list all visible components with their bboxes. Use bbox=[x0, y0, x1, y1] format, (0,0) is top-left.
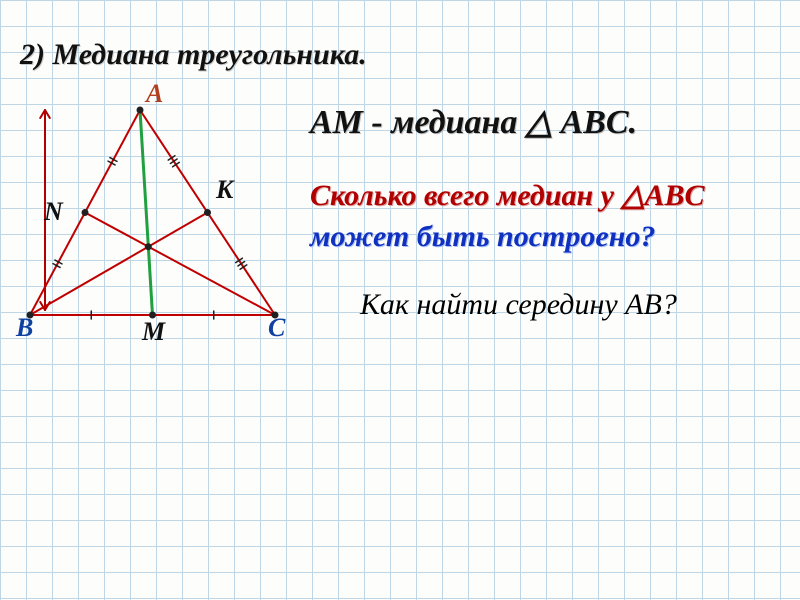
svg-text:M: M bbox=[141, 317, 166, 346]
svg-text:N: N bbox=[43, 197, 64, 226]
headline: AM - медиана △ ABC. bbox=[310, 102, 637, 142]
overlay-text-red: Сколько всего медиан у △ABC bbox=[310, 178, 705, 213]
section-title: 2) Медиана треугольника. bbox=[20, 38, 367, 72]
question-text: Как найти середину AB? bbox=[360, 288, 677, 322]
svg-text:C: C bbox=[268, 313, 286, 342]
triangle-diagram: A B C M K N bbox=[10, 80, 310, 350]
svg-text:B: B bbox=[15, 313, 33, 342]
svg-text:A: A bbox=[144, 79, 163, 108]
svg-text:K: K bbox=[215, 175, 235, 204]
overlay-text-blue: может быть построено? bbox=[310, 220, 655, 254]
